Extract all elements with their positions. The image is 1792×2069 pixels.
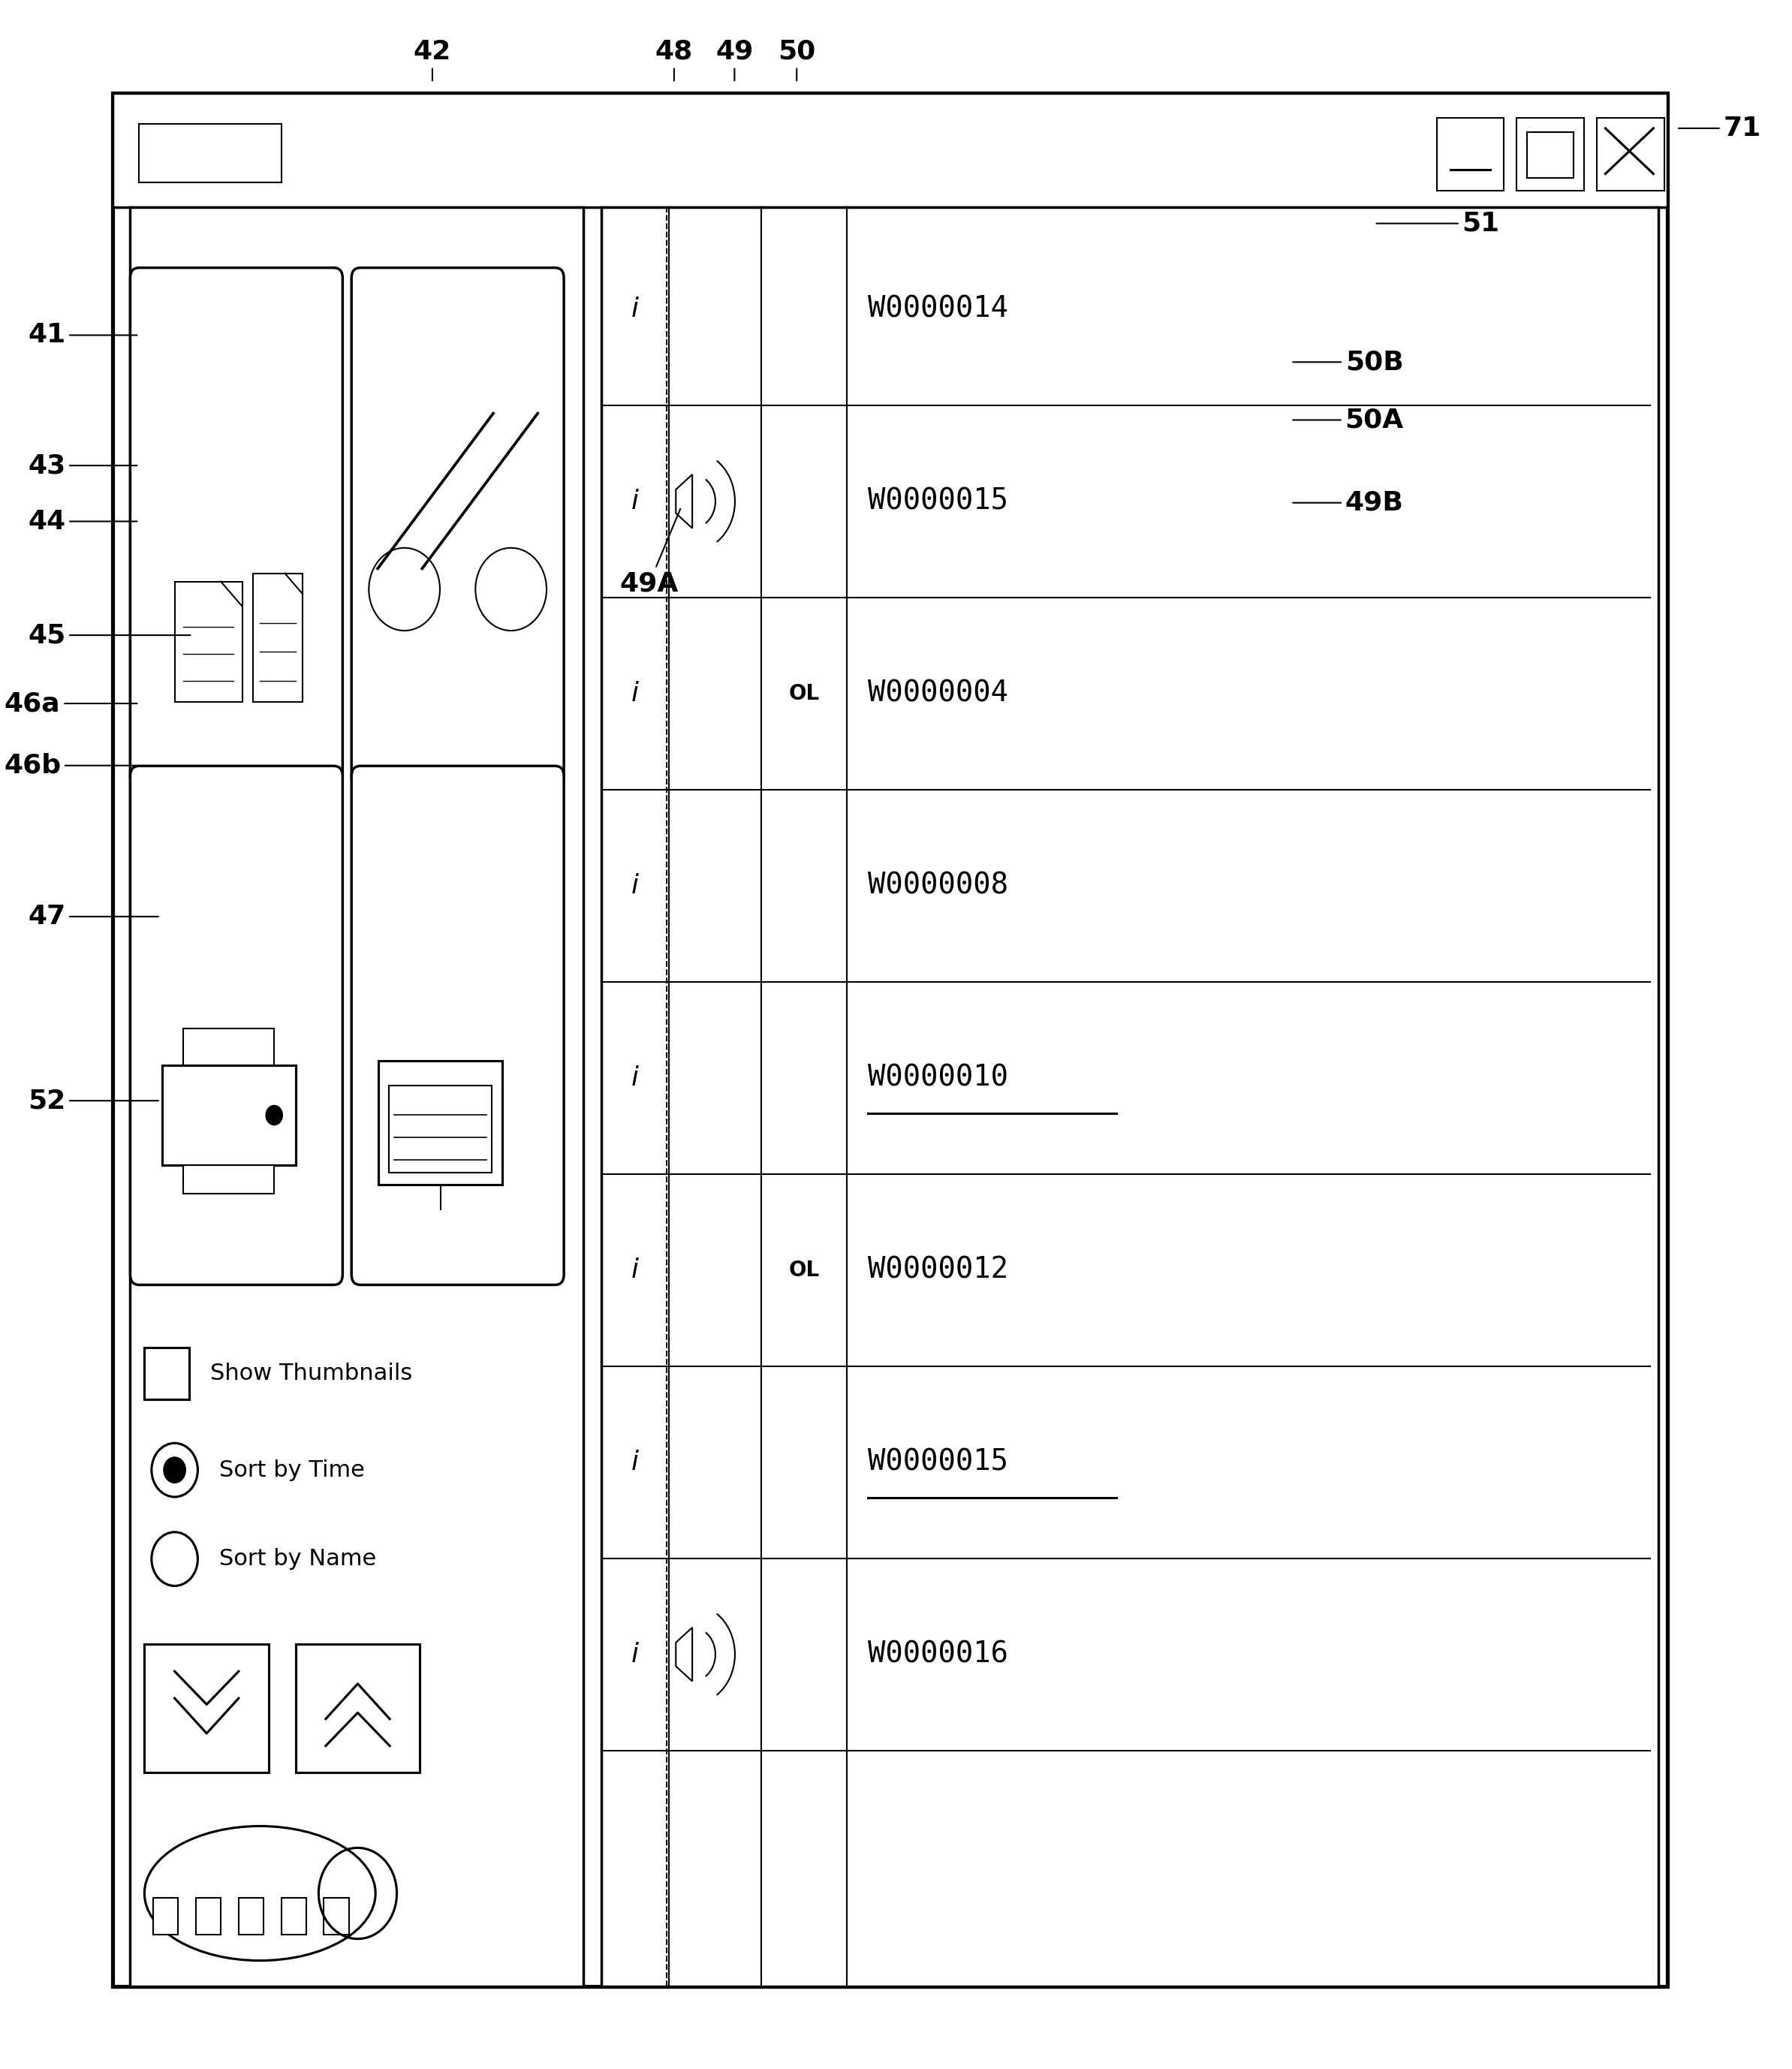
Bar [1516, 118, 1584, 190]
Text: OL: OL [788, 683, 819, 703]
Bar [113, 93, 1668, 207]
Bar [253, 573, 303, 701]
Bar [183, 1028, 274, 1066]
Ellipse shape [145, 1827, 376, 1961]
Text: i: i [631, 1641, 638, 1668]
Text: i: i [631, 296, 638, 323]
Text: 50: 50 [778, 39, 815, 81]
Text: i: i [631, 873, 638, 898]
FancyBboxPatch shape [131, 267, 342, 786]
Text: 49: 49 [715, 39, 753, 81]
Text: 51: 51 [1376, 211, 1500, 236]
Text: W0000004: W0000004 [867, 679, 1009, 708]
Text: 44: 44 [29, 509, 136, 534]
Polygon shape [676, 1628, 692, 1682]
Text: W0000012: W0000012 [867, 1256, 1009, 1285]
FancyBboxPatch shape [131, 766, 342, 1285]
Bar [131, 207, 584, 1986]
Text: 50B: 50B [1292, 350, 1403, 374]
Text: W0000015: W0000015 [867, 486, 1009, 515]
Text: W0000015: W0000015 [867, 1448, 1009, 1477]
Bar [1437, 118, 1503, 190]
Text: 42: 42 [414, 39, 452, 81]
Text: 71: 71 [1679, 116, 1762, 141]
Bar [163, 1066, 296, 1165]
Text: W0000014: W0000014 [867, 296, 1009, 323]
Bar [600, 207, 1659, 1986]
Bar [324, 1897, 349, 1935]
Circle shape [163, 1457, 186, 1483]
Text: OL: OL [788, 1260, 819, 1281]
Text: 48: 48 [656, 39, 694, 81]
Bar [113, 93, 1668, 1986]
Polygon shape [676, 474, 692, 528]
Text: 46b: 46b [4, 753, 136, 778]
Text: 50A: 50A [1292, 408, 1403, 432]
Text: i: i [631, 1066, 638, 1090]
Bar [1527, 132, 1573, 178]
Bar [145, 1347, 188, 1399]
Bar [140, 124, 281, 182]
Bar [174, 581, 242, 701]
FancyBboxPatch shape [351, 267, 564, 786]
Text: 46a: 46a [4, 691, 136, 716]
Text: 47: 47 [29, 904, 158, 929]
Text: 45: 45 [29, 623, 190, 648]
Bar [154, 1897, 177, 1935]
Bar [281, 1897, 306, 1935]
Text: Show Thumbnails: Show Thumbnails [210, 1361, 412, 1384]
Text: i: i [631, 1450, 638, 1475]
Text: 41: 41 [29, 323, 136, 348]
FancyBboxPatch shape [351, 766, 564, 1285]
Circle shape [265, 1105, 283, 1126]
Text: W0000008: W0000008 [867, 871, 1009, 900]
Text: i: i [631, 1258, 638, 1283]
Text: W0000010: W0000010 [867, 1063, 1009, 1092]
Bar [378, 1061, 502, 1186]
Bar [389, 1086, 491, 1173]
Bar [145, 1645, 269, 1773]
Text: 49A: 49A [620, 509, 681, 596]
Bar [238, 1897, 263, 1935]
Bar [1597, 118, 1665, 190]
Text: Sort by Name: Sort by Name [219, 1548, 376, 1570]
Text: Sort by Time: Sort by Time [219, 1459, 364, 1481]
Bar [183, 1165, 274, 1194]
Text: 43: 43 [29, 453, 136, 478]
Text: 52: 52 [29, 1088, 158, 1113]
Text: W0000016: W0000016 [867, 1641, 1009, 1668]
Bar [195, 1897, 220, 1935]
Bar [296, 1645, 419, 1773]
Text: i: i [631, 488, 638, 513]
Text: 49B: 49B [1292, 490, 1403, 515]
Text: i: i [631, 681, 638, 706]
